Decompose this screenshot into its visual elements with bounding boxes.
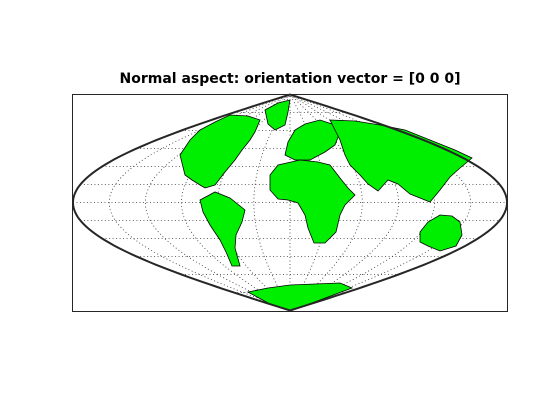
greenland — [264, 99, 291, 131]
map-frame — [71, 93, 509, 312]
continents — [179, 99, 473, 312]
south-america — [199, 191, 246, 267]
graticule-line — [289, 94, 363, 311]
graticule-line — [253, 94, 291, 311]
graticule-line — [108, 94, 291, 311]
graticule-line — [289, 94, 436, 311]
asia — [329, 119, 473, 203]
africa — [269, 159, 356, 244]
australia — [419, 214, 463, 252]
graticule-line — [289, 94, 472, 311]
graticule-line — [289, 94, 399, 311]
map-title: Normal aspect: orientation vector = [0 0… — [120, 71, 461, 87]
north-america — [179, 114, 261, 189]
graticule-line — [144, 94, 291, 311]
graticule-line — [181, 94, 291, 311]
